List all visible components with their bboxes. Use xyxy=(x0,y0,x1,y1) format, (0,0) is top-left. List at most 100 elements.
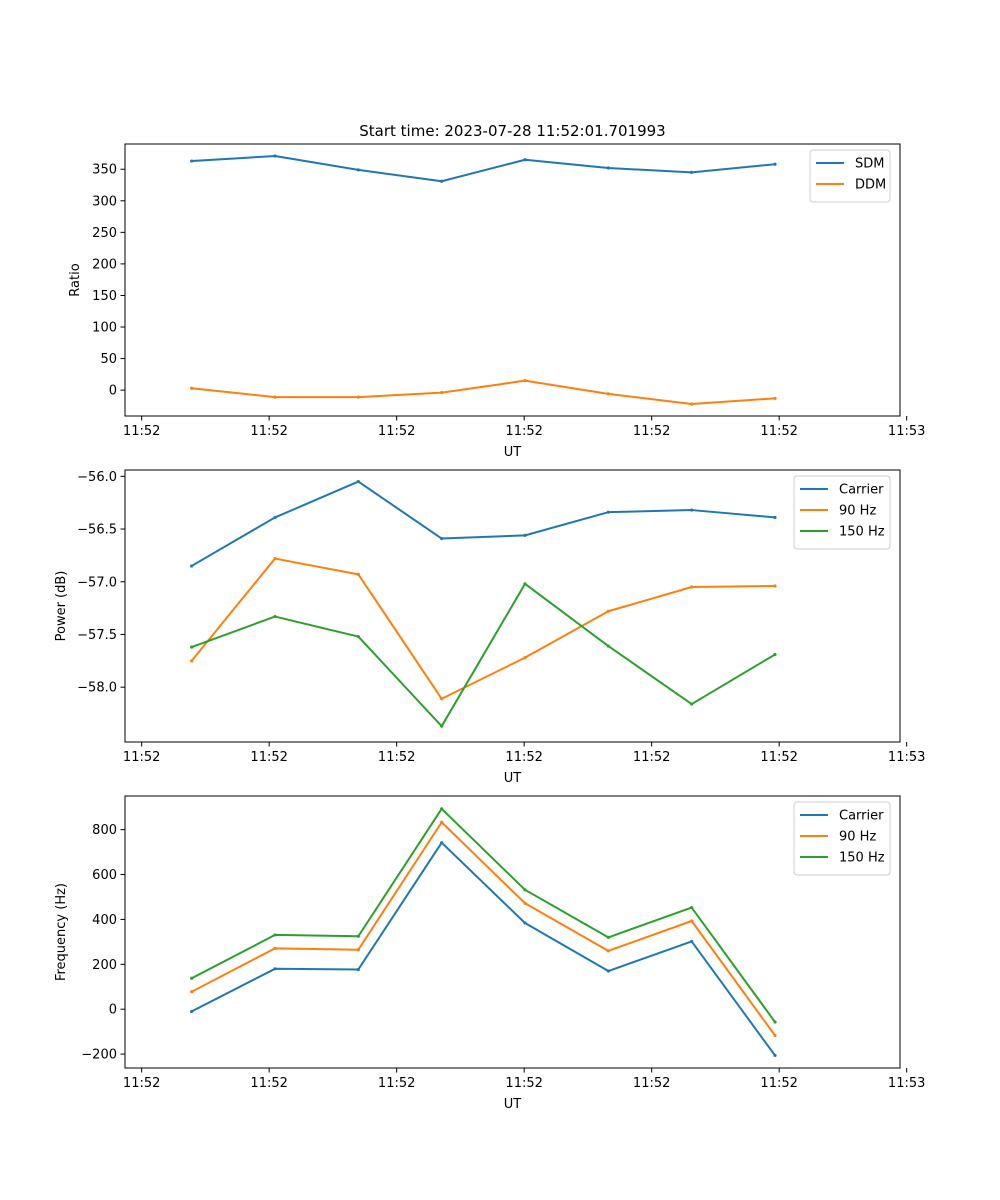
y-axis-label: Ratio xyxy=(68,263,83,296)
data-point xyxy=(273,395,277,399)
x-tick-label: 11:52 xyxy=(633,424,670,439)
data-point xyxy=(190,386,194,390)
data-point xyxy=(773,1053,777,1058)
x-tick-label: 11:52 xyxy=(378,1076,415,1091)
x-tick-label: 11:52 xyxy=(378,750,415,765)
chart-title: Start time: 2023-07-28 11:52:01.701993 xyxy=(359,122,665,140)
data-point xyxy=(440,391,444,395)
y-tick-label: 300 xyxy=(92,194,117,209)
y-axis-label: Frequency (Hz) xyxy=(54,883,69,981)
data-point xyxy=(273,154,277,158)
x-tick-label: 11:52 xyxy=(633,750,670,765)
y-tick-label: −58.0 xyxy=(77,681,117,696)
data-point xyxy=(690,905,694,910)
legend-label: SDM xyxy=(855,157,884,172)
frequency-chart: 11:52 11:52 11:52 11:52 11:52 11:52 11:53 −200 0… xyxy=(54,795,925,1112)
data-point xyxy=(440,724,444,728)
legend-label: 150 Hz xyxy=(839,851,885,866)
data-point xyxy=(356,168,360,172)
data-point xyxy=(606,166,610,170)
data-point xyxy=(190,659,194,663)
y-tick-label: 350 xyxy=(92,163,117,178)
data-point xyxy=(523,379,527,383)
data-point xyxy=(606,609,610,613)
data-point xyxy=(356,934,360,938)
x-tick-label: 11:53 xyxy=(888,424,925,439)
data-point xyxy=(273,515,277,520)
y-axis-label: Power (dB) xyxy=(54,571,69,642)
data-point xyxy=(690,939,694,944)
y-tick-label: 0 xyxy=(109,1003,117,1018)
legend-label: Carrier xyxy=(839,809,884,824)
y-tick-label: −57.0 xyxy=(77,575,117,590)
series-line-150-hz xyxy=(190,807,777,1024)
y-tick-label: 250 xyxy=(92,226,117,241)
legend-label: Carrier xyxy=(839,483,884,498)
y-tick-label: 100 xyxy=(92,321,117,336)
data-point xyxy=(190,990,194,994)
legend-label: 150 Hz xyxy=(839,525,885,540)
series-line-ddm xyxy=(190,379,777,406)
data-point xyxy=(606,935,610,939)
y-tick-label: 400 xyxy=(92,913,117,928)
data-point xyxy=(606,644,610,648)
data-point xyxy=(690,585,694,589)
series-line-150-hz xyxy=(190,582,777,728)
series-line-90-hz xyxy=(190,821,777,1037)
x-axis-label: UT xyxy=(504,771,522,786)
data-point xyxy=(773,1020,777,1024)
data-point xyxy=(690,170,694,174)
series-line-carrier xyxy=(190,841,777,1057)
data-point xyxy=(440,820,444,824)
data-point xyxy=(440,536,444,541)
y-tick-label: −56.5 xyxy=(77,523,117,538)
x-tick-label: 11:52 xyxy=(250,1076,287,1091)
data-point xyxy=(440,807,444,811)
data-point xyxy=(356,967,360,972)
data-point xyxy=(773,162,777,166)
data-point xyxy=(690,919,694,923)
data-point xyxy=(523,888,527,892)
y-tick-label: 200 xyxy=(92,257,117,272)
x-tick-label: 11:53 xyxy=(888,750,925,765)
y-tick-label: −200 xyxy=(81,1048,117,1063)
ratio-chart: Start time: 2023-07-28 11:52:01.701993 1… xyxy=(68,122,925,460)
y-tick-label: 800 xyxy=(92,823,117,838)
data-point xyxy=(440,179,444,183)
x-tick-label: 11:52 xyxy=(123,424,160,439)
data-point xyxy=(773,515,777,520)
y-tick-label: −57.5 xyxy=(77,628,117,643)
x-axis-label: UT xyxy=(504,445,522,460)
series-line-sdm xyxy=(190,154,777,183)
x-tick-label: 11:52 xyxy=(123,750,160,765)
data-point xyxy=(773,1033,777,1038)
data-point xyxy=(190,1009,194,1014)
data-point xyxy=(523,656,527,660)
x-tick-label: 11:52 xyxy=(760,424,797,439)
y-tick-label: 150 xyxy=(92,289,117,304)
x-tick-label: 11:52 xyxy=(378,424,415,439)
y-tick-label: 600 xyxy=(92,868,117,883)
y-tick-label: 0 xyxy=(109,384,117,399)
axes-frame xyxy=(124,143,901,417)
data-point xyxy=(356,479,360,484)
data-point xyxy=(190,645,194,649)
data-point xyxy=(523,921,527,925)
data-point xyxy=(606,949,610,953)
data-point xyxy=(273,933,277,937)
x-tick-label: 11:52 xyxy=(760,1076,797,1091)
data-point xyxy=(606,392,610,396)
data-point xyxy=(606,510,610,514)
x-tick-label: 11:53 xyxy=(888,1076,925,1091)
data-point xyxy=(690,402,694,406)
data-point xyxy=(523,582,527,586)
data-point xyxy=(440,697,444,701)
data-point xyxy=(690,508,694,512)
legend-label: DDM xyxy=(855,178,886,193)
x-tick-label: 11:52 xyxy=(123,1076,160,1091)
legend-label: 90 Hz xyxy=(839,504,876,519)
data-point xyxy=(190,564,194,568)
power-chart: 11:52 11:52 11:52 11:52 11:52 11:52 11:53 −58.0… xyxy=(54,469,925,786)
x-axis-label: UT xyxy=(504,1097,522,1112)
